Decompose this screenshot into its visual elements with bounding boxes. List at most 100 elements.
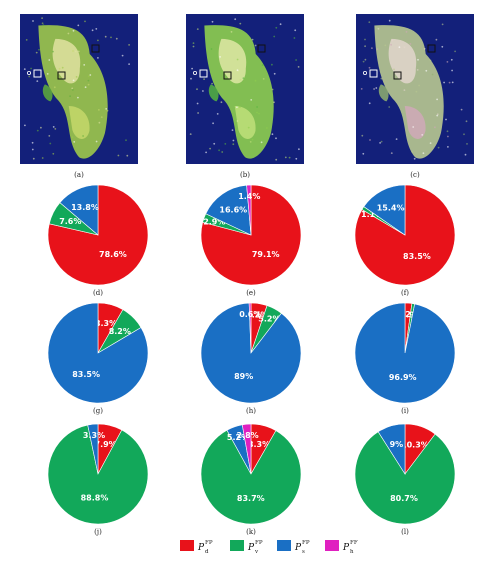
pie-slice-label: 88.8% bbox=[81, 494, 109, 503]
legend-subscript: h bbox=[350, 549, 354, 555]
pie-slice-label: 7.6% bbox=[59, 217, 81, 226]
pie-slice-d bbox=[200, 184, 302, 286]
pie-slice-label: 78.6% bbox=[99, 250, 127, 259]
subfigure-label: (e) bbox=[246, 289, 256, 297]
pie-slice-label: 83.7% bbox=[237, 494, 265, 503]
pie-slice-label: 2.9% bbox=[203, 218, 225, 227]
region-marker bbox=[27, 71, 32, 76]
subfigure-label: (c) bbox=[410, 171, 420, 179]
pie-slice-v bbox=[47, 424, 149, 525]
region-box-north bbox=[427, 44, 436, 53]
region-box-north bbox=[91, 44, 100, 53]
pie-slice-label: 13.8% bbox=[71, 203, 99, 212]
legend-superscript: FP bbox=[255, 540, 263, 546]
pie-slice-label: 9% bbox=[390, 440, 404, 449]
legend-swatch bbox=[277, 540, 291, 551]
pie-chart-f: 83.5% 1.1%15.4% (f) bbox=[354, 184, 456, 297]
pie-slice-label: 2.2% bbox=[397, 310, 419, 319]
pie-slice-label: 5.2% bbox=[246, 311, 268, 320]
pie-slice-s bbox=[354, 302, 456, 404]
subfigure-label: (d) bbox=[93, 289, 103, 297]
pie-slice-s bbox=[363, 184, 406, 236]
region-box-center bbox=[223, 71, 232, 80]
sar-image-1: (a) bbox=[20, 14, 138, 179]
pie-slice-label: 8.3% bbox=[248, 440, 270, 449]
legend-subscript: v bbox=[254, 549, 259, 555]
legend-subscript: d bbox=[205, 549, 209, 555]
pie-chart-j: 7.9% 88.8% 3.3% (j) bbox=[47, 423, 149, 536]
legend-superscript: FP bbox=[302, 540, 310, 546]
sar-image-3: (c) bbox=[356, 14, 474, 179]
pie-chart-e: 79.1% 2.9% 16.6% 1.4% (e) bbox=[200, 184, 302, 297]
legend-symbol: P bbox=[247, 543, 255, 553]
pie-slice-label: 83.5% bbox=[72, 370, 100, 379]
pie-slice-label: 1.1% bbox=[361, 210, 383, 219]
pie-slice-label: 5.2% bbox=[258, 315, 280, 324]
region-box-west bbox=[369, 69, 378, 78]
pie-slice-label: 0.9% bbox=[400, 311, 422, 320]
pie-chart-grid: 78.6% 7.6% 13.8% (d) 79.1% 2.9% 16.6% 1.4% (e) 83… bbox=[47, 184, 456, 536]
subfigure-label: (j) bbox=[94, 528, 102, 536]
pie-slice-s bbox=[47, 302, 149, 404]
pie-slice-label: 8.3% bbox=[95, 319, 117, 328]
legend-symbol: P bbox=[342, 543, 350, 553]
pie-slice-label: 0.6% bbox=[239, 310, 261, 319]
pie-slice-s bbox=[59, 184, 99, 236]
pie-chart-h: 5.2%5.2% 89% 0.6% (h) bbox=[200, 302, 302, 415]
subfigure-label: (i) bbox=[401, 407, 409, 415]
pie-slice-label: 15.4% bbox=[377, 204, 405, 213]
pie-slice-label: 83.5% bbox=[403, 252, 431, 261]
pie-slice-s bbox=[205, 184, 252, 236]
pie-slice-label: 89% bbox=[234, 372, 253, 381]
subfigure-label: (b) bbox=[240, 171, 250, 179]
pie-slice-s bbox=[377, 423, 406, 476]
pie-slice-d bbox=[47, 184, 149, 286]
pie-slice-label: 7.9% bbox=[95, 440, 117, 449]
pie-slice-label: 8.2% bbox=[109, 327, 131, 336]
pie-slice-label: 79.1% bbox=[252, 250, 280, 259]
pie-slice-label: 2.8% bbox=[237, 431, 259, 440]
pie-slice-v bbox=[354, 431, 456, 525]
pie-slice-label: 96.9% bbox=[389, 373, 417, 382]
pie-chart-g: 8.3%8.2% 83.5% (g) bbox=[47, 302, 149, 415]
sar-image-row: (a) (b) (c) bbox=[20, 14, 474, 179]
region-box-north bbox=[257, 44, 266, 53]
legend-swatch bbox=[230, 540, 244, 551]
landmass bbox=[374, 25, 444, 159]
region-box-center bbox=[393, 71, 402, 80]
subfigure-label: (f) bbox=[401, 289, 409, 297]
pie-chart-i: 2.2%0.9% 96.9% (i) bbox=[354, 302, 456, 415]
pie-slice-v bbox=[200, 429, 302, 525]
pie-slice-h bbox=[246, 184, 252, 236]
pie-chart-l: 10.3% 80.7% 9% (l) bbox=[354, 423, 456, 536]
subfigure-label: (a) bbox=[74, 171, 84, 179]
pie-slice-label: 5.2% bbox=[227, 433, 249, 442]
pie-slice-label: 10.3% bbox=[401, 441, 429, 450]
subfigure-label: (k) bbox=[246, 528, 256, 536]
pie-slice-label: 1.4% bbox=[238, 192, 260, 201]
pie-chart-d: 78.6% 7.6% 13.8% (d) bbox=[47, 184, 149, 297]
sar-image-2: (b) bbox=[186, 14, 304, 179]
pie-slice-label: 16.6% bbox=[219, 206, 247, 215]
region-box-west bbox=[33, 69, 42, 78]
region-marker bbox=[193, 71, 198, 76]
legend-symbol: P bbox=[197, 543, 205, 553]
region-box-west bbox=[199, 69, 208, 78]
legend-superscript: FF bbox=[350, 540, 358, 546]
subfigure-label: (h) bbox=[246, 407, 256, 415]
legend-swatch bbox=[180, 540, 194, 551]
legend-symbol: P bbox=[294, 543, 302, 553]
subfigure-label: (l) bbox=[401, 528, 409, 536]
legend-swatch bbox=[325, 540, 339, 551]
subfigure-label: (g) bbox=[93, 407, 103, 415]
pie-slice-h bbox=[248, 302, 252, 354]
region-box-center bbox=[57, 71, 66, 80]
pie-slice-s bbox=[87, 423, 99, 475]
pie-slice-label: 80.7% bbox=[390, 494, 418, 503]
